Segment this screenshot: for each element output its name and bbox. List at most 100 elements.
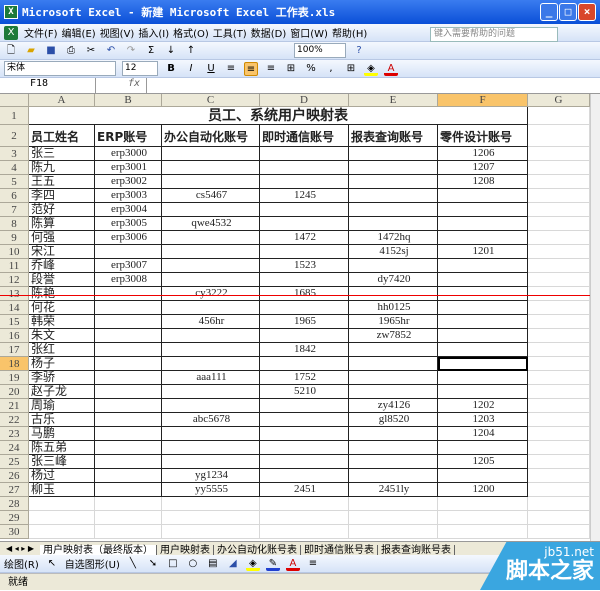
table-cell[interactable] [162, 231, 260, 245]
table-cell[interactable] [438, 441, 528, 455]
column-header[interactable]: D [260, 94, 349, 107]
table-cell[interactable]: 周瑜 [29, 399, 95, 413]
row-header[interactable]: 29 [0, 511, 29, 525]
table-cell[interactable] [260, 357, 349, 371]
table-cell[interactable]: erp3007 [95, 259, 162, 273]
row-header[interactable]: 14 [0, 301, 29, 315]
font-size-select[interactable]: 12 [122, 61, 158, 76]
cell[interactable] [528, 427, 590, 441]
table-cell[interactable] [95, 385, 162, 399]
table-cell[interactable] [349, 287, 438, 301]
table-cell[interactable] [349, 357, 438, 371]
line-style-icon[interactable]: ≡ [308, 557, 318, 569]
column-title[interactable]: 报表查询账号 [349, 125, 438, 147]
table-cell[interactable]: erp3005 [95, 217, 162, 231]
menu-item[interactable]: 插入(I) [138, 29, 170, 40]
table-cell[interactable]: 1965hr [349, 315, 438, 329]
sheet-tab[interactable]: 用户映射表（最终版本） [39, 545, 157, 558]
table-cell[interactable]: 1204 [438, 427, 528, 441]
table-cell[interactable] [349, 385, 438, 399]
cut-icon[interactable]: ✂ [86, 44, 96, 56]
font-color-icon[interactable]: A [384, 62, 398, 76]
cell[interactable] [349, 525, 438, 539]
fill-color-icon[interactable]: ◈ [245, 557, 260, 571]
row-header[interactable]: 9 [0, 231, 29, 245]
cell[interactable] [260, 497, 349, 511]
table-cell[interactable]: 1245 [260, 189, 349, 203]
cell[interactable] [438, 497, 528, 511]
cell[interactable] [528, 385, 590, 399]
fill-color-icon[interactable]: ◈ [364, 62, 378, 76]
cell[interactable] [528, 483, 590, 497]
table-cell[interactable] [162, 175, 260, 189]
row-header[interactable]: 2 [0, 125, 29, 147]
table-cell[interactable] [438, 315, 528, 329]
table-cell[interactable] [438, 259, 528, 273]
cell[interactable] [528, 245, 590, 259]
sheet-title[interactable]: 员工、系统用户映射表 [29, 107, 528, 125]
table-cell[interactable]: abc5678 [162, 413, 260, 427]
row-header[interactable]: 16 [0, 329, 29, 343]
table-cell[interactable]: zw7852 [349, 329, 438, 343]
menu-item[interactable]: 视图(V) [99, 29, 135, 40]
table-cell[interactable]: 王五 [29, 175, 95, 189]
table-cell[interactable] [162, 301, 260, 315]
vertical-scrollbar[interactable] [590, 94, 600, 542]
font-color-icon[interactable]: A [285, 557, 300, 571]
row-header[interactable]: 21 [0, 399, 29, 413]
table-cell[interactable]: 张三峰 [29, 455, 95, 469]
open-icon[interactable]: ▰ [27, 44, 35, 56]
bold-icon[interactable]: B [167, 62, 175, 74]
sheet-tab[interactable]: 报表查询账号表 [377, 545, 455, 556]
cell[interactable] [528, 217, 590, 231]
table-cell[interactable] [95, 301, 162, 315]
row-header[interactable]: 11 [0, 259, 29, 273]
table-cell[interactable] [95, 399, 162, 413]
cell[interactable] [528, 287, 590, 301]
select-pointer-icon[interactable]: ↖ [47, 557, 56, 569]
table-cell[interactable] [438, 371, 528, 385]
select-all-corner[interactable] [0, 94, 29, 107]
table-cell[interactable]: 1472hq [349, 231, 438, 245]
cell[interactable] [528, 357, 590, 371]
cell[interactable] [95, 511, 162, 525]
autoshape-menu[interactable]: 自选图形(U) [64, 560, 120, 571]
table-cell[interactable]: 1203 [438, 413, 528, 427]
table-cell[interactable] [162, 427, 260, 441]
cell[interactable] [260, 511, 349, 525]
table-cell[interactable]: erp3003 [95, 189, 162, 203]
table-cell[interactable]: 张红 [29, 343, 95, 357]
column-title[interactable]: 员工姓名 [29, 125, 95, 147]
print-icon[interactable]: ⎙ [67, 44, 75, 56]
table-cell[interactable] [438, 273, 528, 287]
table-cell[interactable] [162, 399, 260, 413]
table-cell[interactable]: 张三 [29, 147, 95, 161]
table-cell[interactable]: cs5467 [162, 189, 260, 203]
table-cell[interactable] [162, 161, 260, 175]
table-cell[interactable]: 2451ly [349, 483, 438, 497]
table-cell[interactable] [162, 441, 260, 455]
table-cell[interactable] [260, 301, 349, 315]
row-header[interactable]: 30 [0, 525, 29, 539]
table-cell[interactable]: gl8520 [349, 413, 438, 427]
table-cell[interactable] [349, 371, 438, 385]
row-header[interactable]: 13 [0, 287, 29, 301]
table-cell[interactable] [349, 147, 438, 161]
sort-desc-icon[interactable]: ↑ [186, 44, 196, 56]
table-cell[interactable] [260, 399, 349, 413]
table-cell[interactable]: 1685 [260, 287, 349, 301]
cell[interactable] [528, 343, 590, 357]
table-cell[interactable] [260, 175, 349, 189]
cell[interactable] [528, 525, 590, 539]
table-cell[interactable] [162, 203, 260, 217]
table-cell[interactable]: 杨过 [29, 469, 95, 483]
table-cell[interactable]: 1202 [438, 399, 528, 413]
table-cell[interactable]: 1208 [438, 175, 528, 189]
table-cell[interactable]: hh0125 [349, 301, 438, 315]
table-cell[interactable]: 马鹏 [29, 427, 95, 441]
table-cell[interactable]: erp3002 [95, 175, 162, 189]
table-cell[interactable] [162, 273, 260, 287]
oval-icon[interactable]: ○ [188, 557, 198, 569]
table-cell[interactable] [95, 469, 162, 483]
align-right-icon[interactable]: ≡ [266, 62, 276, 74]
